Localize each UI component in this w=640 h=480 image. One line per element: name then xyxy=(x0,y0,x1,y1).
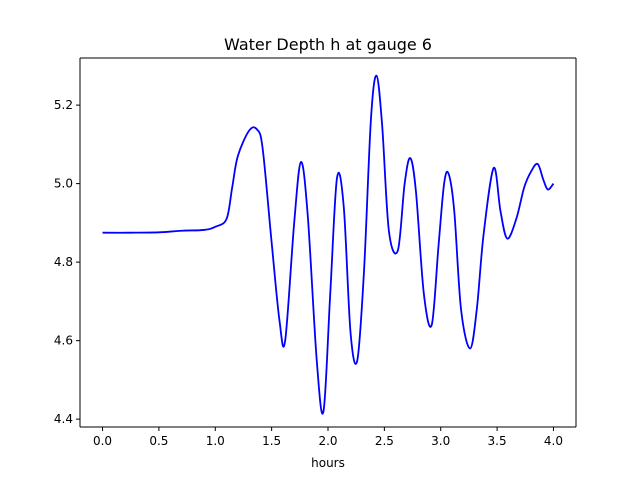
plot-area: 0.0 0.5 1.0 1.5 2.0 2.5 3.0 3.5 4.0 4.4 4.6 4.8 5.0 5… xyxy=(54,57,577,448)
y-tick-label: 4.6 xyxy=(54,334,73,348)
x-tick-label: 3.0 xyxy=(431,434,450,448)
series-line-0 xyxy=(102,74,555,415)
y-tick-label: 5.2 xyxy=(54,98,73,112)
x-tick-label: 4.0 xyxy=(544,434,563,448)
y-tick-label: 5.0 xyxy=(54,177,73,191)
x-tick-label: 0.0 xyxy=(93,434,112,448)
x-tick-label: 0.5 xyxy=(149,434,168,448)
y-tick-label: 4.8 xyxy=(54,255,73,269)
y-tick-label: 4.4 xyxy=(54,412,73,426)
x-axis-label: hours xyxy=(311,456,345,470)
chart-title: Water Depth h at gauge 6 xyxy=(224,35,432,54)
x-tick-label: 2.0 xyxy=(318,434,337,448)
x-tick-label: 1.0 xyxy=(206,434,225,448)
x-tick-label: 1.5 xyxy=(262,434,281,448)
x-tick-label: 2.5 xyxy=(375,434,394,448)
x-tick-label: 3.5 xyxy=(488,434,507,448)
